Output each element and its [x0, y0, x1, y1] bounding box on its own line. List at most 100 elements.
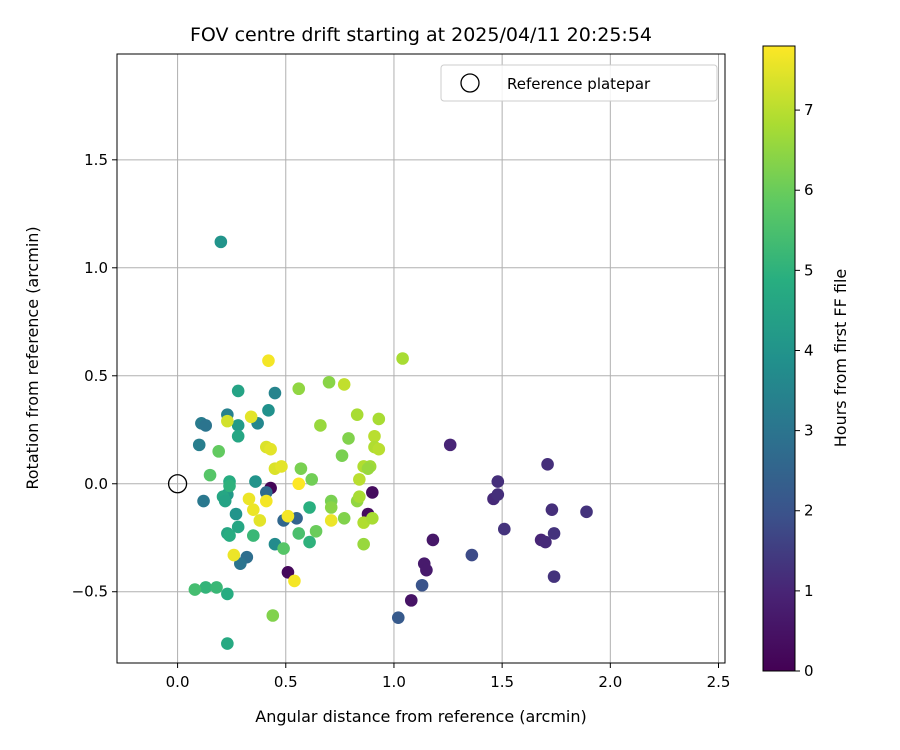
data-point — [305, 473, 319, 486]
data-point — [231, 419, 245, 432]
data-point — [197, 494, 210, 508]
data-point — [188, 583, 202, 596]
data-point — [337, 378, 351, 391]
data-point — [322, 375, 336, 389]
data-point — [199, 419, 213, 432]
legend-entry-label: Reference platepar — [507, 75, 651, 93]
data-point — [281, 509, 295, 523]
data-point — [244, 410, 258, 424]
data-point — [221, 414, 234, 428]
data-point — [227, 548, 241, 562]
x-tick-label: 1.5 — [490, 673, 514, 691]
x-tick-label: 2.0 — [598, 673, 622, 691]
data-point — [262, 404, 275, 417]
data-point — [259, 486, 273, 499]
data-point — [231, 384, 245, 398]
data-point — [221, 587, 234, 601]
data-point — [350, 408, 364, 421]
data-point — [324, 501, 338, 514]
data-point — [324, 514, 338, 527]
data-point — [247, 529, 260, 542]
x-tick-label: 2.5 — [707, 673, 731, 691]
data-point — [218, 494, 232, 508]
data-point — [391, 611, 405, 624]
data-point — [203, 468, 217, 482]
data-point — [426, 533, 440, 547]
colorbar-tick-label: 6 — [804, 181, 814, 199]
data-point — [281, 565, 295, 579]
data-point — [303, 535, 316, 549]
colorbar-tick-label: 2 — [804, 502, 814, 520]
x-axis-ticks: 0.0 0.5 1.0 1.5 2.0 2.5 — [166, 663, 731, 691]
data-point — [223, 479, 236, 493]
data-point — [264, 442, 277, 456]
data-point — [443, 438, 457, 452]
data-point — [303, 501, 316, 514]
colorbar-tick-label: 3 — [804, 422, 814, 440]
data-point — [234, 557, 247, 570]
data-point — [221, 637, 234, 650]
data-point — [294, 462, 308, 475]
data-point — [292, 477, 306, 491]
data-point — [242, 492, 256, 506]
data-point — [210, 581, 223, 594]
plot-frame — [116, 53, 726, 664]
data-point — [231, 429, 245, 443]
data-point — [420, 563, 433, 577]
y-axis-ticks: −0.5 0.0 0.5 1.0 1.5 — [72, 151, 117, 601]
data-point — [214, 235, 228, 249]
data-point — [465, 548, 479, 562]
legend: Reference platepar — [440, 64, 718, 102]
data-point — [292, 527, 306, 540]
data-point — [404, 594, 418, 607]
colorbar-tick-label: 1 — [804, 582, 814, 600]
data-point — [366, 512, 379, 525]
data-point — [396, 352, 409, 365]
data-point — [337, 512, 351, 525]
data-point — [415, 578, 429, 592]
y-axis-label: Rotation from reference (arcmin) — [23, 226, 42, 489]
data-point — [353, 490, 366, 504]
colorbar-tick-label: 7 — [804, 101, 814, 119]
data-point — [491, 475, 505, 488]
data-point — [335, 449, 349, 462]
data-point — [547, 527, 561, 540]
data-point — [223, 529, 236, 542]
data-point — [247, 503, 260, 516]
y-tick-label: 0.5 — [84, 367, 108, 385]
data-point — [353, 473, 366, 486]
y-tick-label: 0.0 — [84, 475, 108, 493]
data-point — [491, 488, 505, 501]
colorbar-tick-label: 5 — [804, 261, 814, 279]
data-point — [277, 542, 290, 555]
data-point — [357, 537, 370, 551]
colorbar — [762, 45, 796, 672]
colorbar-tick-label: 4 — [804, 341, 814, 359]
data-point — [342, 432, 355, 445]
reference-platepar-marker — [167, 474, 188, 494]
scatter-points — [167, 235, 593, 650]
data-point — [288, 574, 301, 588]
data-point — [309, 524, 323, 538]
data-point — [580, 505, 593, 519]
data-point — [268, 386, 282, 400]
data-point — [231, 520, 245, 534]
data-point — [372, 412, 386, 426]
data-point — [262, 354, 275, 367]
data-point — [229, 507, 243, 521]
data-point — [547, 570, 561, 583]
y-tick-label: 1.0 — [84, 259, 108, 277]
x-tick-label: 1.0 — [382, 673, 406, 691]
data-point — [199, 581, 213, 594]
data-point — [259, 494, 273, 508]
data-point — [498, 522, 511, 536]
x-axis-label: Angular distance from reference (arcmin) — [255, 707, 586, 726]
colorbar-tick-label: 0 — [804, 662, 814, 680]
data-point — [545, 503, 559, 516]
data-point — [292, 382, 306, 396]
legend-box — [440, 64, 718, 102]
colorbar-ticks: 0 1 2 3 4 5 6 7 — [795, 101, 814, 680]
data-point — [366, 486, 379, 499]
data-point — [361, 462, 375, 475]
